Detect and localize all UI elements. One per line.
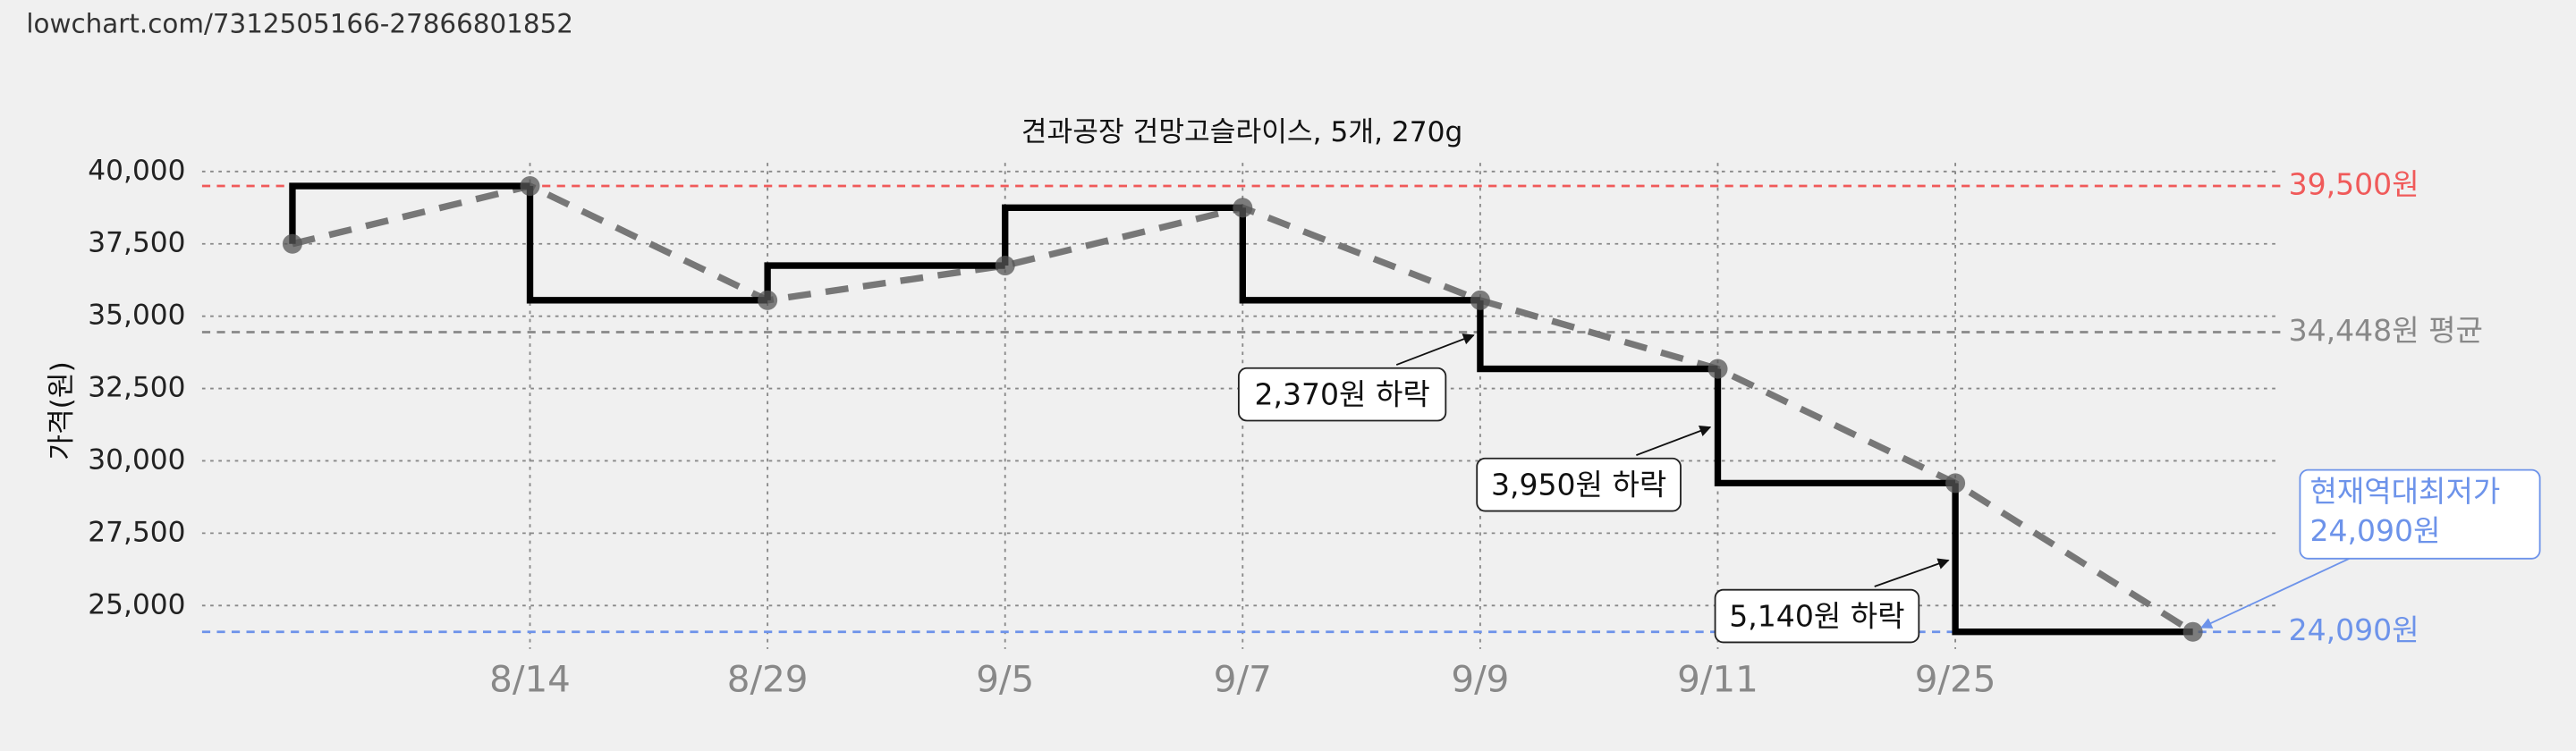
annotation-text: 5,140원 하락 [1729,598,1904,633]
step-segment [764,262,1005,300]
data-point [1470,290,1490,310]
step-segment [1002,204,1243,266]
annotation-box [1476,457,1682,512]
data-point [1707,359,1728,379]
y-tick-label: 27,500 [88,516,185,548]
x-tick-label: 9/11 [1677,658,1758,701]
y-axis-label: 가격(원) [46,361,78,460]
data-point [995,256,1015,276]
x-tick-label: 9/5 [976,658,1034,701]
data-point [282,233,302,254]
reference-label: 39,500원 [2289,167,2419,202]
chart-title: 견과공장 건망고슬라이스, 5개, 270g [1021,116,1463,148]
reference-label: 24,090원 [2289,612,2419,647]
annotation-text: 현재역대최저가 [2309,474,2500,509]
annotation-box [2299,468,2541,560]
page-url: lowchart.com/7312505166-27866801852 [26,8,573,38]
annotation-arrow [1874,558,1950,587]
annotation-arrow [2200,557,2350,629]
step-segment [1714,368,1956,487]
y-tick-label: 35,000 [88,300,185,332]
data-point [520,176,540,197]
step-segment [1952,483,2193,636]
annotation-box [1237,367,1447,422]
annotation-box [1714,588,1920,644]
data-point [758,290,778,310]
data-point [1945,473,1966,494]
reference-label: 34,448원 평균 [2289,313,2483,348]
annotation-text: 3,950원 하락 [1491,467,1666,502]
x-tick-label: 9/7 [1214,658,1272,701]
annotation-arrow [1636,425,1712,456]
y-tick-label: 32,500 [88,372,185,404]
annotation-arrow [1395,333,1475,366]
step-segment [526,186,768,304]
annotation-text: 2,370원 하락 [1254,376,1429,411]
step-segment [1477,300,1718,373]
x-tick-label: 9/9 [1451,658,1509,701]
x-tick-label: 8/14 [489,658,571,701]
y-tick-label: 25,000 [88,588,185,620]
x-tick-label: 8/29 [727,658,809,701]
y-tick-label: 30,000 [88,443,185,476]
annotation-text: 24,090원 [2309,513,2440,548]
y-tick-label: 40,000 [88,155,185,187]
step-segment [1239,207,1480,304]
step-segment [289,182,530,244]
y-tick-label: 37,500 [88,227,185,259]
x-tick-label: 9/25 [1915,658,1996,701]
data-point [2182,621,2203,642]
data-point [1233,198,1253,218]
